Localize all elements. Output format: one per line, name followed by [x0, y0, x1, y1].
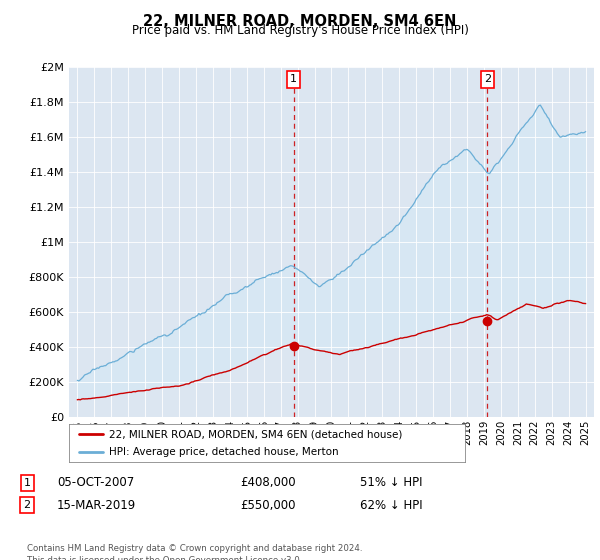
- Text: 51% ↓ HPI: 51% ↓ HPI: [360, 476, 422, 489]
- Text: 62% ↓ HPI: 62% ↓ HPI: [360, 498, 422, 512]
- Text: 1: 1: [23, 478, 31, 488]
- Text: 2: 2: [484, 74, 491, 85]
- Text: 22, MILNER ROAD, MORDEN, SM4 6EN (detached house): 22, MILNER ROAD, MORDEN, SM4 6EN (detach…: [109, 429, 402, 439]
- Text: 1: 1: [290, 74, 297, 85]
- Text: £550,000: £550,000: [240, 498, 296, 512]
- Text: 22, MILNER ROAD, MORDEN, SM4 6EN: 22, MILNER ROAD, MORDEN, SM4 6EN: [143, 14, 457, 29]
- Text: 15-MAR-2019: 15-MAR-2019: [57, 498, 136, 512]
- Text: Contains HM Land Registry data © Crown copyright and database right 2024.
This d: Contains HM Land Registry data © Crown c…: [27, 544, 362, 560]
- Text: £408,000: £408,000: [240, 476, 296, 489]
- Text: 2: 2: [23, 500, 31, 510]
- Text: 05-OCT-2007: 05-OCT-2007: [57, 476, 134, 489]
- Text: Price paid vs. HM Land Registry's House Price Index (HPI): Price paid vs. HM Land Registry's House …: [131, 24, 469, 37]
- Text: HPI: Average price, detached house, Merton: HPI: Average price, detached house, Mert…: [109, 447, 338, 457]
